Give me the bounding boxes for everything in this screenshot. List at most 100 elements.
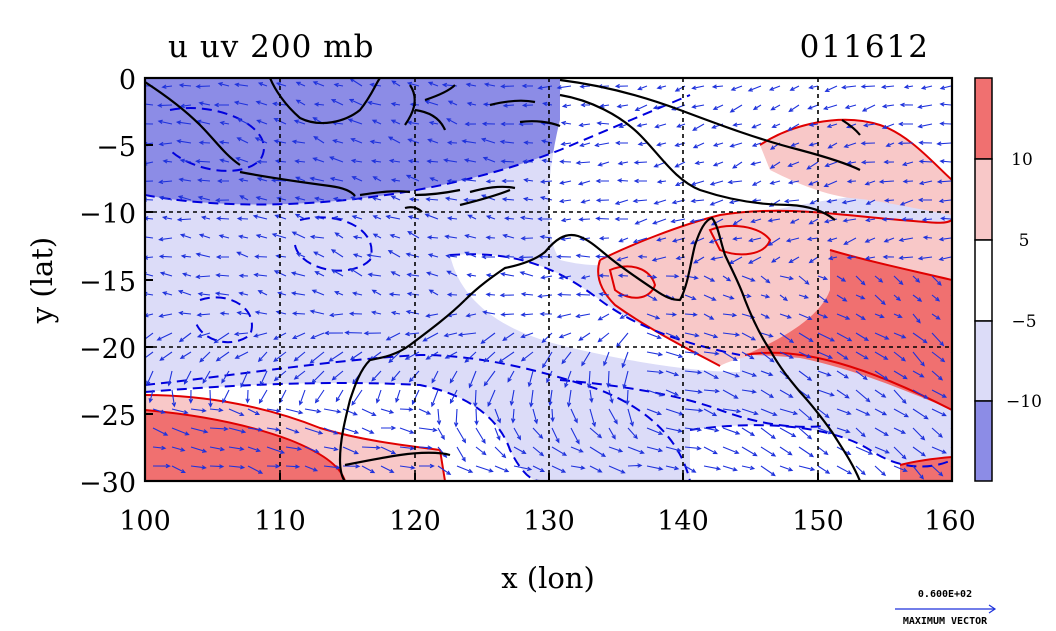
neutral-region-southeast	[690, 425, 952, 481]
wind-vector	[608, 465, 626, 474]
wind-vector	[532, 446, 545, 457]
wind-vector	[860, 141, 876, 146]
wind-vector	[665, 370, 680, 377]
wind-vector	[453, 408, 459, 428]
wind-vector	[918, 140, 933, 145]
wind-vector	[323, 408, 342, 414]
wind-vector	[881, 123, 895, 130]
wind-vector	[494, 408, 502, 424]
wind-vector	[218, 234, 230, 239]
wind-vector	[646, 351, 664, 357]
wind-vector	[841, 84, 857, 90]
wind-vector	[385, 332, 401, 341]
wind-vector	[771, 256, 781, 263]
wind-vector	[822, 104, 838, 111]
wind-vector	[502, 233, 515, 239]
wind-vector	[183, 370, 192, 385]
wind-vector	[291, 311, 306, 316]
y-axis-label: y (lat)	[25, 237, 59, 324]
wind-vector	[520, 332, 534, 339]
wind-vector	[253, 332, 268, 338]
wind-vector	[779, 427, 797, 438]
wind-vector	[684, 332, 700, 338]
wind-vector	[760, 351, 775, 363]
wind-vector	[684, 408, 704, 413]
wind-vector	[560, 236, 572, 242]
wind-vector	[406, 291, 420, 297]
colorbar-label: 10	[1011, 150, 1033, 170]
wind-vector	[670, 218, 686, 224]
wind-vector	[443, 158, 458, 163]
wind-vector	[446, 118, 458, 125]
wind-vector	[446, 178, 458, 184]
wind-vector	[883, 159, 895, 165]
wind-vector	[779, 465, 794, 472]
wind-vector	[349, 351, 363, 361]
strong-positive-region-east	[745, 250, 952, 410]
wind-vector	[482, 156, 496, 163]
wind-vector	[836, 370, 849, 379]
wind-vector	[634, 104, 648, 111]
wind-vector	[500, 159, 515, 164]
wind-vectors	[145, 78, 952, 480]
wind-vector	[918, 180, 933, 186]
wind-vector	[577, 180, 591, 186]
wind-vector	[616, 256, 629, 262]
coast-nusa-tenggara	[359, 185, 516, 197]
wind-vector	[449, 389, 458, 405]
wind-vector	[542, 101, 553, 107]
wind-vector	[309, 176, 325, 182]
wind-vector	[494, 465, 510, 473]
wind-vector	[881, 217, 895, 222]
wind-vector	[259, 370, 268, 387]
wind-vector	[874, 446, 890, 454]
wind-vector	[367, 100, 382, 106]
wind-vector	[874, 332, 890, 340]
wind-vector	[817, 408, 830, 419]
wind-vector	[556, 254, 572, 259]
wind-vector	[760, 313, 771, 319]
wind-vector	[712, 142, 724, 147]
wind-vector	[391, 80, 401, 87]
wind-vector	[836, 332, 853, 342]
wind-vector	[255, 195, 268, 201]
wind-vector	[855, 370, 868, 381]
wind-vector	[350, 137, 363, 144]
wind-vector	[485, 215, 496, 220]
wind-vector	[199, 351, 211, 363]
wind-vector	[596, 121, 610, 126]
wind-vector	[352, 253, 363, 258]
colorbar-swatch	[974, 320, 993, 402]
wind-vector	[460, 177, 477, 182]
wind-vector	[285, 464, 301, 469]
wind-vector	[785, 237, 800, 243]
wind-vector	[595, 178, 609, 184]
wind-vector	[597, 313, 610, 321]
wind-vector	[595, 198, 610, 203]
wind-vector	[703, 351, 720, 356]
wind-vector	[752, 104, 762, 111]
wind-vector	[548, 389, 553, 407]
y-tick-label: −30	[79, 468, 136, 499]
wind-vector	[589, 465, 603, 473]
wind-vector	[464, 351, 477, 363]
wind-vector	[836, 465, 853, 475]
wind-vector	[522, 196, 534, 202]
wind-vector	[152, 408, 166, 414]
wind-vector	[407, 215, 420, 220]
wind-vector	[878, 179, 895, 184]
wind-vector	[893, 389, 907, 405]
wind-vector	[575, 253, 591, 259]
wind-vector	[197, 178, 211, 183]
wind-vector	[646, 369, 664, 375]
wind-vector	[334, 232, 344, 239]
wind-vector	[209, 426, 229, 432]
wind-vector	[798, 351, 812, 359]
wind-vector	[238, 177, 249, 183]
wind-vector	[195, 252, 211, 258]
wind-vector	[938, 236, 952, 242]
wind-vector	[213, 102, 229, 108]
wind-vector	[532, 427, 544, 440]
wind-vector	[295, 176, 306, 182]
wind-vector	[424, 213, 439, 220]
